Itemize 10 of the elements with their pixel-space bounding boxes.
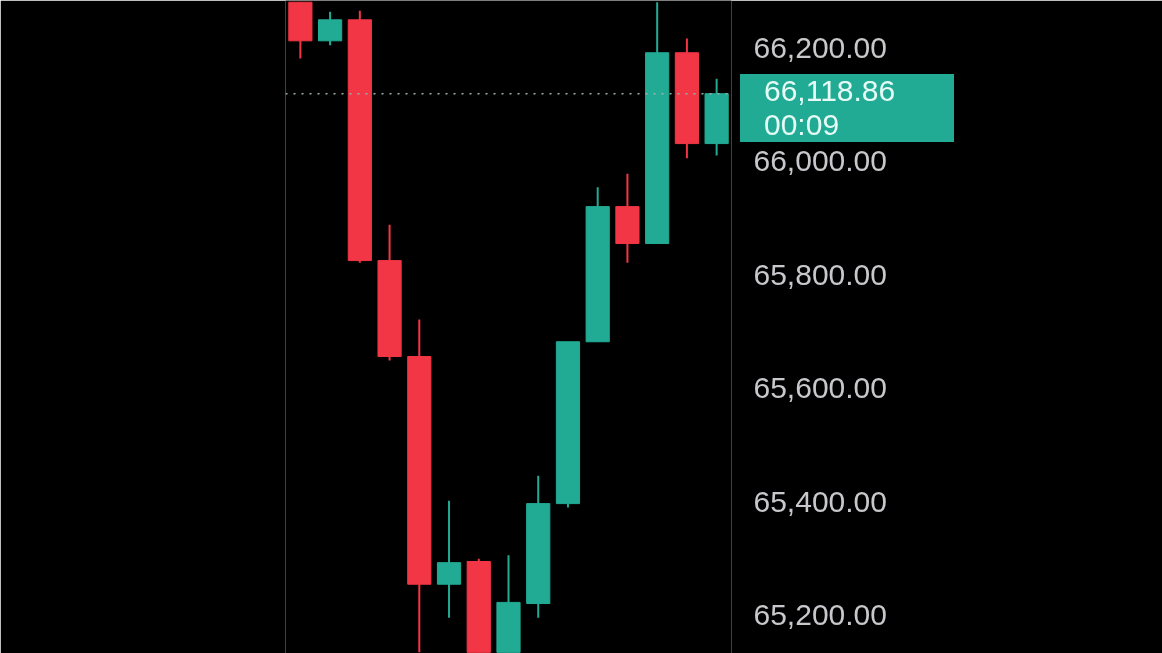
- y-tick-label: 65,400.00: [753, 484, 887, 518]
- y-tick-label: 65,200.00: [753, 598, 887, 632]
- candlestick: [318, 10, 343, 47]
- y-tick-label: 65,800.00: [753, 257, 887, 291]
- text: 00:09: [764, 108, 840, 143]
- y-tick-label: 65,600.00: [753, 371, 887, 405]
- y-tick-label: 66,000.00: [753, 144, 887, 178]
- candlestick: [436, 499, 462, 619]
- ref-line-label: 66,118.86: [764, 74, 896, 109]
- y-tick-label: 66,200.00: [753, 30, 887, 64]
